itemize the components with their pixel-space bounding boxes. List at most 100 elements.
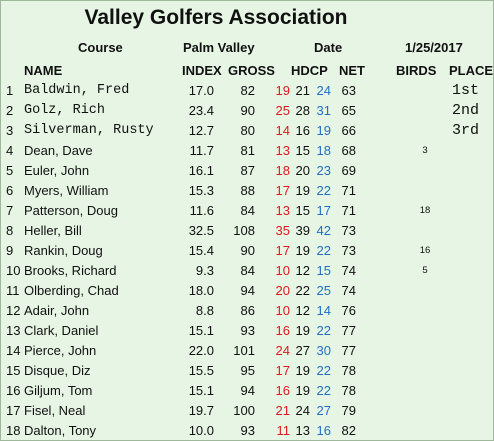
hdcp-value-1: 16	[275, 383, 290, 398]
table-row: 11 Olberding, Chad 18.0 94 20 22 25 74	[0, 281, 494, 301]
birdie-count: 18	[419, 205, 431, 216]
net-score: 78	[341, 363, 356, 378]
handicap-index: 11.6	[189, 203, 214, 218]
gross-score: 90	[240, 103, 255, 118]
row-number: 17	[6, 403, 21, 418]
row-number: 16	[6, 383, 21, 398]
hdcp-value-2: 19	[295, 183, 310, 198]
table-row: 6 Myers, William 15.3 88 17 19 22 71	[0, 181, 494, 201]
hdcp-value-2: 12	[295, 303, 310, 318]
hdcp-value-2: 16	[295, 123, 310, 138]
gross-score: 94	[240, 283, 255, 298]
table-row: 17 Fisel, Neal 19.7 100 21 24 27 79	[0, 401, 494, 421]
hdcp-value-3: 22	[316, 183, 331, 198]
hdcp-value-2: 27	[295, 343, 310, 358]
net-score: 77	[341, 323, 356, 338]
table-row: 1 Baldwin, Fred 17.0 82 19 21 24 63 1st	[0, 81, 494, 101]
table-row: 13 Clark, Daniel 15.1 93 16 19 22 77	[0, 321, 494, 341]
gross-score: 95	[240, 363, 255, 378]
player-name: Adair, John	[24, 303, 90, 318]
hdcp-value-3: 25	[316, 283, 331, 298]
hdcp-value-1: 13	[275, 143, 290, 158]
hdcp-value-3: 42	[316, 223, 331, 238]
hdcp-value-1: 35	[275, 223, 290, 238]
net-score: 74	[341, 263, 356, 278]
net-score: 74	[341, 283, 356, 298]
row-number: 3	[6, 123, 14, 138]
player-name: Heller, Bill	[24, 223, 82, 238]
gross-score: 87	[240, 163, 255, 178]
hdcp-value-2: 12	[295, 263, 310, 278]
table-row: 9 Rankin, Doug 15.4 90 17 19 22 73 16	[0, 241, 494, 261]
gross-score: 100	[233, 403, 255, 418]
birdie-count: 5	[422, 265, 428, 276]
net-score: 76	[341, 303, 356, 318]
gross-score: 88	[240, 183, 255, 198]
player-name: Euler, John	[24, 163, 90, 178]
date-value: 1/25/2017	[405, 40, 463, 55]
net-score: 66	[341, 123, 356, 138]
player-name: Clark, Daniel	[24, 323, 99, 338]
gross-score: 81	[240, 143, 255, 158]
net-score: 73	[341, 243, 356, 258]
gross-score: 93	[240, 323, 255, 338]
hdcp-value-1: 17	[275, 243, 290, 258]
hdcp-value-3: 22	[316, 323, 331, 338]
gross-score: 90	[240, 243, 255, 258]
row-number: 11	[6, 283, 20, 298]
handicap-index: 8.8	[195, 303, 214, 318]
hdcp-value-2: 15	[295, 203, 310, 218]
row-number: 5	[6, 163, 14, 178]
hdcp-value-3: 17	[316, 203, 331, 218]
hdcp-value-1: 18	[275, 163, 290, 178]
hdcp-value-1: 25	[275, 103, 290, 118]
hdcp-value-3: 19	[316, 123, 331, 138]
handicap-index: 15.3	[188, 183, 214, 198]
handicap-index: 18.0	[188, 283, 214, 298]
row-number: 2	[6, 103, 14, 118]
player-name: Dalton, Tony	[24, 423, 97, 438]
handicap-index: 11.7	[189, 143, 214, 158]
column-header-place: PLACE	[449, 63, 494, 78]
row-number: 9	[6, 243, 14, 258]
net-score: 79	[341, 403, 356, 418]
row-number: 13	[6, 323, 21, 338]
table-row: 15 Disque, Diz 15.5 95 17 19 22 78	[0, 361, 494, 381]
gross-score: 82	[240, 83, 255, 98]
table-row: 16 Giljum, Tom 15.1 94 16 19 22 78	[0, 381, 494, 401]
table-row: 7 Patterson, Doug 11.6 84 13 15 17 71 18	[0, 201, 494, 221]
hdcp-value-2: 39	[295, 223, 310, 238]
row-number: 1	[6, 83, 14, 98]
table-row: 8 Heller, Bill 32.5 108 35 39 42 73	[0, 221, 494, 241]
handicap-index: 32.5	[188, 223, 214, 238]
player-name: Disque, Diz	[24, 363, 91, 378]
course-value: Palm Valley	[183, 40, 255, 55]
hdcp-value-3: 24	[316, 83, 331, 98]
gross-score: 108	[233, 223, 255, 238]
row-number: 14	[6, 343, 21, 358]
place-finish: 2nd	[452, 102, 480, 119]
hdcp-value-1: 19	[275, 83, 290, 98]
hdcp-value-1: 17	[275, 363, 290, 378]
handicap-index: 15.5	[188, 363, 214, 378]
hdcp-value-1: 10	[275, 303, 290, 318]
net-score: 82	[341, 423, 356, 438]
hdcp-value-2: 13	[295, 423, 310, 438]
hdcp-value-2: 15	[295, 143, 310, 158]
row-number: 6	[6, 183, 14, 198]
handicap-index: 19.7	[188, 403, 214, 418]
hdcp-value-2: 24	[295, 403, 310, 418]
hdcp-value-1: 21	[275, 403, 290, 418]
hdcp-value-2: 21	[295, 83, 310, 98]
hdcp-value-1: 24	[275, 343, 290, 358]
row-number: 8	[6, 223, 14, 238]
column-header-birds: BIRDS	[396, 63, 437, 78]
gross-score: 84	[240, 263, 255, 278]
column-header-gross: GROSS	[228, 63, 275, 78]
net-score: 71	[341, 203, 356, 218]
row-number: 15	[6, 363, 21, 378]
handicap-index: 17.0	[188, 83, 214, 98]
column-header-hdcp: HDCP	[291, 63, 328, 78]
handicap-index: 22.0	[188, 343, 214, 358]
player-name: Olberding, Chad	[24, 283, 119, 298]
